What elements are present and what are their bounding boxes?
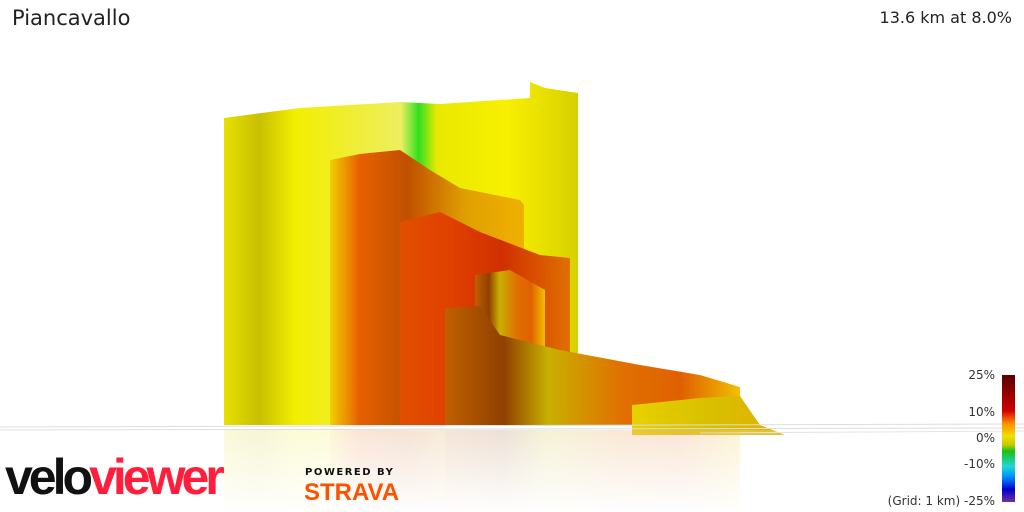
legend-label: (Grid: 1 km) -25% — [888, 494, 995, 508]
legend-label: 0% — [975, 431, 995, 445]
logo-velo: velo — [5, 449, 93, 505]
profile-reflection — [0, 430, 1024, 512]
veloviewer-logo[interactable]: veloviewer — [5, 449, 225, 505]
legend-label: 10% — [968, 405, 995, 419]
legend-min-label: -25% — [963, 494, 995, 508]
logo-viewer: viewer — [89, 449, 225, 505]
profile-walls — [224, 82, 785, 435]
legend-label: -10% — [963, 457, 995, 471]
strava-logo[interactable]: STRAVA — [304, 479, 400, 506]
segment-title: Piancavallo — [12, 6, 131, 30]
wall-segment — [445, 306, 740, 425]
segment-stats: 13.6 km at 8.0% — [879, 8, 1012, 27]
powered-by-label: POWERED BY — [305, 467, 395, 478]
legend-label: 25% — [968, 368, 995, 382]
gradient-legend-bar — [1002, 375, 1015, 502]
grid-scale-label: (Grid: 1 km) — [887, 494, 961, 508]
